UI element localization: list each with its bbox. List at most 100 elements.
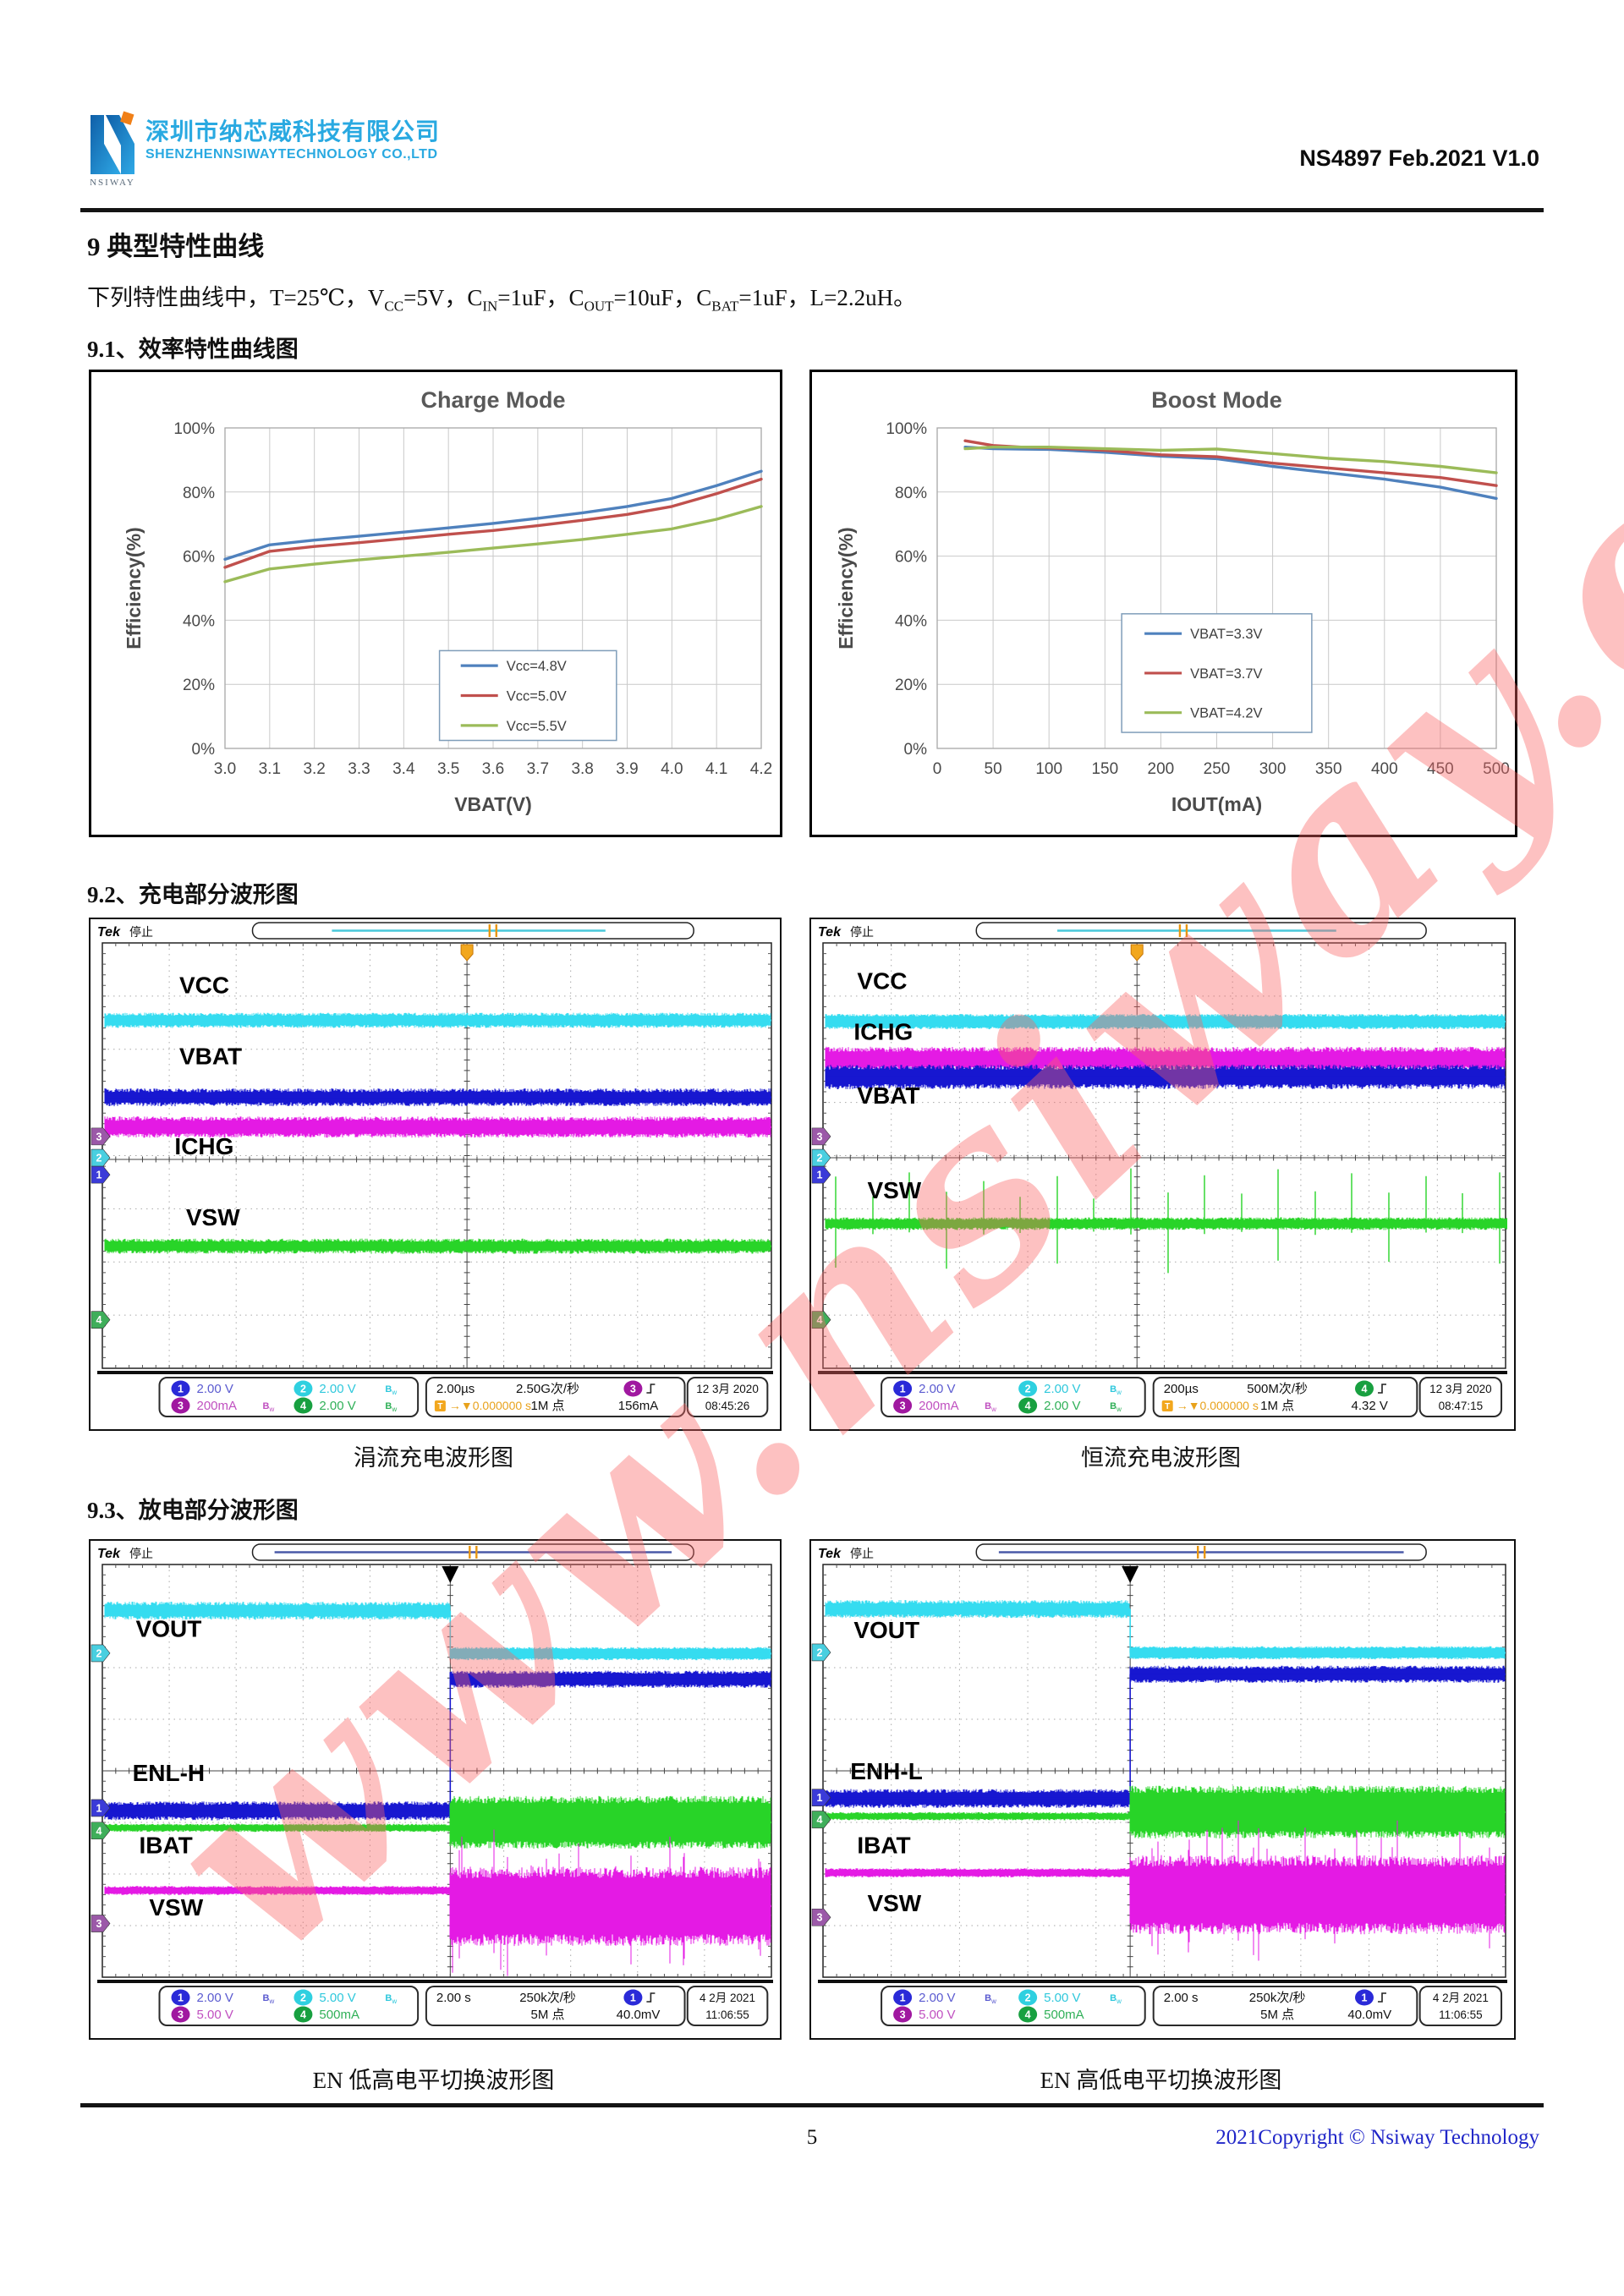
- svg-text:12 3月 2020: 12 3月 2020: [696, 1383, 759, 1395]
- svg-text:w: w: [391, 1389, 397, 1396]
- svg-text:100%: 100%: [886, 420, 927, 438]
- svg-text:100%: 100%: [173, 420, 215, 438]
- svg-text:11:06:55: 11:06:55: [1439, 2008, 1483, 2021]
- svg-text:5.00 V: 5.00 V: [919, 2008, 955, 2022]
- footer-rule: [80, 2103, 1544, 2107]
- svg-text:IOUT(mA): IOUT(mA): [1171, 793, 1262, 815]
- svg-text:3: 3: [96, 1918, 102, 1930]
- svg-text:ICHG: ICHG: [174, 1133, 233, 1159]
- svg-text:80%: 80%: [895, 485, 927, 502]
- svg-text:4.32 V: 4.32 V: [1352, 1399, 1388, 1413]
- svg-text:3: 3: [817, 1912, 823, 1924]
- company-name-cn: 深圳市纳芯威科技有限公司: [145, 118, 441, 145]
- company-name-en: SHENZHENNSIWAYTECHNOLOGY CO.,LTD: [145, 147, 438, 162]
- svg-text:T: T: [1165, 1402, 1170, 1411]
- page-number: 5: [806, 2126, 818, 2149]
- section-9-1-title: 9.1、效率特性曲线图: [87, 337, 299, 362]
- svg-text:0%: 0%: [192, 741, 216, 759]
- svg-text:w: w: [1116, 1389, 1122, 1396]
- svg-text:3: 3: [178, 2009, 184, 2021]
- svg-text:40.0mV: 40.0mV: [617, 2008, 661, 2022]
- svg-text:2.00 V: 2.00 V: [1044, 1399, 1080, 1413]
- svg-text:20%: 20%: [183, 677, 215, 694]
- svg-text:500mA: 500mA: [319, 2008, 359, 2022]
- svg-text:Tek: Tek: [818, 925, 842, 940]
- svg-text:VBAT=3.3V: VBAT=3.3V: [1190, 627, 1262, 642]
- svg-text:2: 2: [300, 1992, 306, 2004]
- svg-text:Charge Mode: Charge Mode: [420, 387, 565, 413]
- logo-wordmark: NSIWAY: [90, 178, 135, 188]
- svg-text:VBAT=3.7V: VBAT=3.7V: [1190, 666, 1262, 682]
- svg-text:3.7: 3.7: [527, 760, 549, 778]
- caption-constant-current-charge: 恒流充电波形图: [1081, 1445, 1241, 1471]
- svg-text:w: w: [990, 1997, 996, 2005]
- svg-text:200mA: 200mA: [919, 1399, 959, 1413]
- svg-text:08:45:26: 08:45:26: [705, 1400, 750, 1412]
- svg-text:1M 点: 1M 点: [1260, 1399, 1294, 1413]
- svg-text:250k次/秒: 250k次/秒: [519, 1991, 576, 2005]
- nsiway-n-icon: [91, 111, 134, 174]
- svg-text:60%: 60%: [895, 549, 927, 567]
- svg-text:ENH-L: ENH-L: [850, 1758, 923, 1784]
- svg-text:3.2: 3.2: [303, 760, 325, 778]
- svg-text:2.00 s: 2.00 s: [436, 1991, 471, 2005]
- svg-text:VBAT=4.2V: VBAT=4.2V: [1190, 706, 1262, 721]
- svg-text:1: 1: [96, 1170, 102, 1181]
- svg-text:4: 4: [300, 2009, 306, 2021]
- svg-text:4: 4: [1362, 1384, 1368, 1395]
- svg-text:VOUT: VOUT: [853, 1617, 919, 1643]
- svg-text:11:06:55: 11:06:55: [705, 2008, 749, 2021]
- svg-text:2: 2: [96, 1153, 102, 1164]
- header-rule: [80, 208, 1544, 212]
- svg-text:300: 300: [1259, 760, 1287, 778]
- svg-text:500M次/秒: 500M次/秒: [1247, 1382, 1308, 1396]
- svg-text:4.1: 4.1: [705, 760, 727, 778]
- svg-text:w: w: [391, 1997, 397, 2005]
- svg-text:200µs: 200µs: [1164, 1382, 1199, 1396]
- svg-text:5.00 V: 5.00 V: [197, 2008, 233, 2022]
- svg-text:VSW: VSW: [149, 1894, 203, 1921]
- svg-text:B: B: [263, 1993, 270, 2003]
- svg-text:400: 400: [1371, 760, 1398, 778]
- svg-text:3.9: 3.9: [616, 760, 638, 778]
- svg-text:250: 250: [1204, 760, 1231, 778]
- svg-text:B: B: [385, 1993, 392, 2003]
- svg-text:5M 点: 5M 点: [531, 2008, 565, 2022]
- svg-text:350: 350: [1315, 760, 1342, 778]
- svg-text:3.6: 3.6: [482, 760, 504, 778]
- svg-text:→▼0.000000 s: →▼0.000000 s: [1177, 1399, 1259, 1412]
- svg-text:156mA: 156mA: [618, 1399, 659, 1413]
- svg-text:IBAT: IBAT: [857, 1833, 910, 1859]
- svg-text:40.0mV: 40.0mV: [1347, 2008, 1391, 2022]
- svg-text:1: 1: [900, 1992, 906, 2004]
- svg-text:Tek: Tek: [97, 1547, 121, 1561]
- svg-text:1: 1: [900, 1384, 906, 1395]
- svg-text:4: 4: [96, 1314, 102, 1326]
- svg-text:VBAT: VBAT: [857, 1082, 919, 1109]
- svg-text:4.0: 4.0: [661, 760, 683, 778]
- svg-text:ENL-H: ENL-H: [133, 1760, 206, 1786]
- section-9-3-title: 9.3、放电部分波形图: [87, 1498, 299, 1523]
- svg-text:1: 1: [178, 1992, 184, 2004]
- svg-text:3: 3: [900, 1400, 906, 1412]
- svg-text:1M 点: 1M 点: [531, 1399, 565, 1413]
- svg-text:100: 100: [1035, 760, 1062, 778]
- svg-text:B: B: [985, 1993, 991, 2003]
- svg-text:Tek: Tek: [97, 925, 121, 940]
- svg-text:IBAT: IBAT: [140, 1833, 193, 1859]
- svg-text:5.00 V: 5.00 V: [1044, 1991, 1080, 2005]
- svg-text:4: 4: [817, 1314, 823, 1326]
- svg-text:VOUT: VOUT: [136, 1615, 202, 1641]
- section-9-2-title: 9.2、充电部分波形图: [87, 882, 299, 907]
- nsiway-logo: NSIWAY: [87, 110, 138, 188]
- svg-text:3.1: 3.1: [259, 760, 281, 778]
- svg-text:80%: 80%: [183, 485, 215, 502]
- svg-text:1: 1: [96, 1802, 102, 1814]
- svg-text:3.8: 3.8: [571, 760, 593, 778]
- svg-text:B: B: [1110, 1384, 1116, 1395]
- svg-text:停止: 停止: [129, 1547, 153, 1560]
- svg-text:2.00 s: 2.00 s: [1164, 1991, 1199, 2005]
- svg-text:4 2月 2021: 4 2月 2021: [1433, 1992, 1489, 2004]
- copyright: 2021Copyright © Nsiway Technology: [1215, 2126, 1539, 2149]
